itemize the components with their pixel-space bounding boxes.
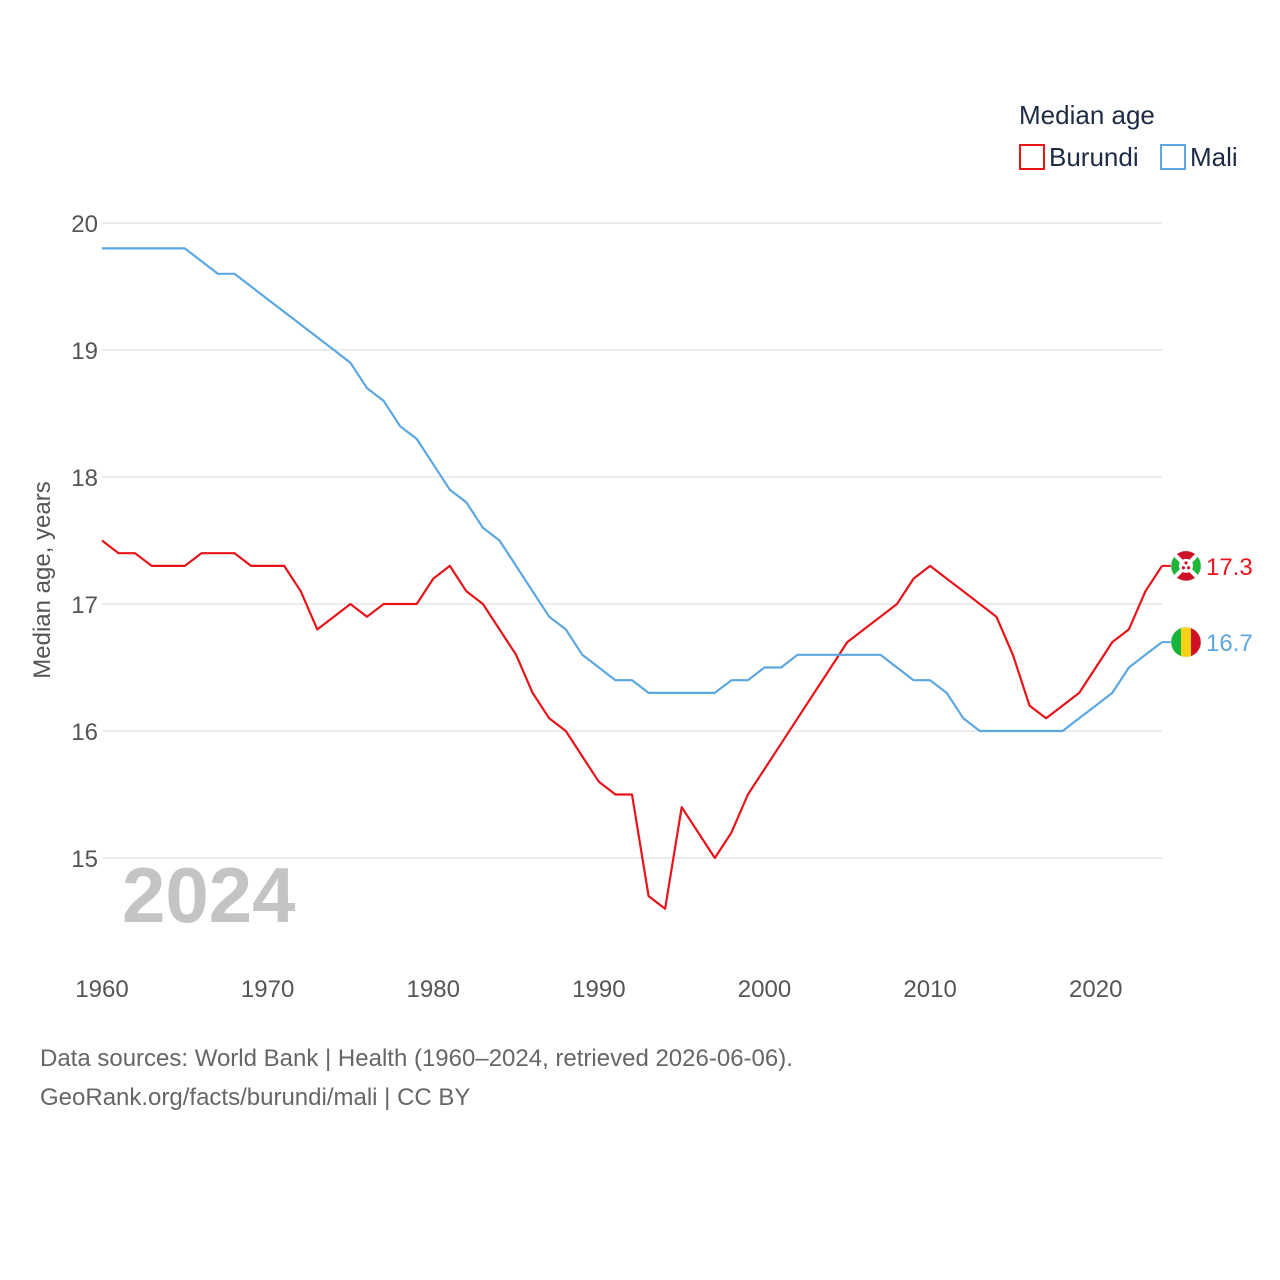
grid-lines [102,222,1162,859]
series-lines [101,247,1163,910]
burundi-flag-icon [1170,550,1202,582]
y-axis-title: Median age, years [29,481,56,678]
end-value-label-mali: 16.7 [1206,630,1253,657]
x-tick-label-1960: 1960 [75,976,128,1003]
x-tick-label-1980: 1980 [407,976,460,1003]
legend-label-burundi: Burundi [1049,142,1139,172]
y-tick-label-15: 15 [71,846,98,873]
data-source-note: Data sources: World Bank | Health (1960–… [40,1045,793,1072]
y-tick-label-16: 16 [71,719,98,746]
legend-item-mali[interactable]: Mali [1160,142,1238,172]
y-tick-label-19: 19 [71,338,98,365]
source-link[interactable]: GeoRank.org/facts/burundi/mali | CC BY [40,1084,471,1111]
series-line-burundi[interactable] [101,539,1163,910]
y-tick-label-17: 17 [71,592,98,619]
mali-flag-icon [1170,626,1202,658]
legend-label-mali: Mali [1190,142,1238,172]
x-tick-label-2000: 2000 [738,976,791,1003]
legend-title: Median age [1019,100,1155,130]
end-value-label-burundi: 17.3 [1206,554,1253,581]
x-tick-label-1990: 1990 [572,976,625,1003]
legend-item-burundi[interactable]: Burundi [1019,142,1139,172]
year-watermark: 2024 [122,851,296,939]
legend-swatch-burundi [1019,144,1045,170]
x-tick-label-1970: 1970 [241,976,294,1003]
end-markers: 17.3 16.7 [1162,550,1253,658]
y-tick-label-20: 20 [71,211,98,238]
legend: Median age Burundi Mali [1019,100,1238,172]
x-tick-label-2010: 2010 [903,976,956,1003]
y-tick-label-18: 18 [71,465,98,492]
series-line-mali[interactable] [102,247,1163,733]
x-tick-label-2020: 2020 [1069,976,1122,1003]
y-axis: 15 16 17 18 19 20 [71,211,98,873]
legend-swatch-mali [1160,144,1186,170]
x-axis: 1960 1970 1980 1990 2000 2010 2020 [75,976,1122,1003]
